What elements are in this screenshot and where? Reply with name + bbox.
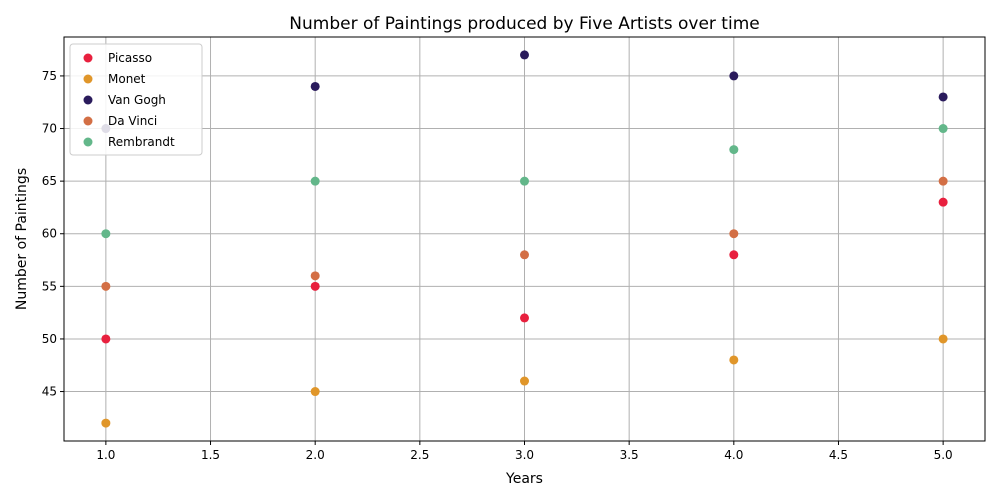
data-points bbox=[101, 50, 948, 428]
x-axis-label: Years bbox=[505, 471, 543, 487]
data-point bbox=[938, 124, 948, 134]
x-tick-label: 4.5 bbox=[829, 448, 848, 462]
data-point bbox=[310, 281, 320, 291]
x-tick-label: 1.0 bbox=[96, 448, 115, 462]
legend-label: Monet bbox=[108, 72, 146, 86]
data-point bbox=[938, 197, 948, 207]
x-tick-label: 5.0 bbox=[934, 448, 953, 462]
data-point bbox=[938, 334, 948, 344]
chart-title: Number of Paintings produced by Five Art… bbox=[289, 14, 759, 34]
legend-label: Picasso bbox=[108, 51, 152, 65]
legend-label: Da Vinci bbox=[108, 114, 157, 128]
axis-ticks: 1.0 1.5 2.0 2.5 3.0 3.5 4.0 4.5 5.0 45 50 55 60 65 70 7… bbox=[42, 69, 953, 462]
data-point bbox=[101, 418, 111, 428]
legend-box bbox=[69, 43, 203, 156]
x-tick-label: 2.5 bbox=[410, 448, 429, 462]
data-point bbox=[938, 92, 948, 102]
y-tick-label: 75 bbox=[42, 69, 57, 83]
legend-marker bbox=[83, 116, 93, 126]
y-tick-label: 65 bbox=[42, 174, 57, 188]
y-tick-label: 50 bbox=[42, 332, 57, 346]
y-tick-label: 60 bbox=[42, 227, 57, 241]
x-tick-label: 2.0 bbox=[306, 448, 325, 462]
legend-label: Rembrandt bbox=[108, 135, 175, 149]
data-point bbox=[310, 271, 320, 281]
data-point bbox=[310, 176, 320, 186]
data-point bbox=[520, 250, 529, 260]
data-point bbox=[729, 71, 739, 81]
x-tick-label: 1.5 bbox=[201, 448, 220, 462]
data-point bbox=[520, 376, 529, 386]
x-tick-label: 3.0 bbox=[515, 448, 534, 462]
legend-marker bbox=[83, 95, 93, 105]
data-point bbox=[938, 176, 948, 186]
data-point bbox=[520, 313, 529, 323]
legend-label: Van Gogh bbox=[108, 93, 166, 107]
legend-marker bbox=[83, 137, 93, 147]
data-point bbox=[101, 334, 111, 344]
data-point bbox=[310, 387, 320, 397]
y-tick-label: 55 bbox=[42, 279, 57, 293]
legend: Picasso Monet Van Gogh Da Vinci Rembrandt bbox=[69, 43, 203, 156]
x-tick-label: 4.0 bbox=[724, 448, 743, 462]
data-point bbox=[310, 81, 320, 91]
data-point bbox=[101, 281, 111, 291]
legend-marker bbox=[83, 53, 93, 63]
data-point bbox=[729, 355, 739, 365]
y-tick-label: 45 bbox=[42, 385, 57, 399]
data-point bbox=[520, 176, 529, 186]
y-axis-label: Number of Paintings bbox=[14, 168, 30, 310]
data-point bbox=[520, 50, 529, 60]
y-tick-label: 70 bbox=[42, 122, 57, 136]
data-point bbox=[729, 250, 739, 260]
x-tick-label: 3.5 bbox=[620, 448, 639, 462]
data-point bbox=[729, 145, 739, 155]
data-point bbox=[101, 229, 111, 239]
legend-marker bbox=[83, 74, 93, 84]
data-point bbox=[729, 229, 739, 239]
